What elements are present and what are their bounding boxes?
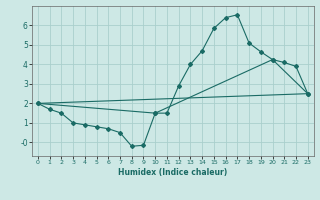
X-axis label: Humidex (Indice chaleur): Humidex (Indice chaleur) bbox=[118, 168, 228, 177]
